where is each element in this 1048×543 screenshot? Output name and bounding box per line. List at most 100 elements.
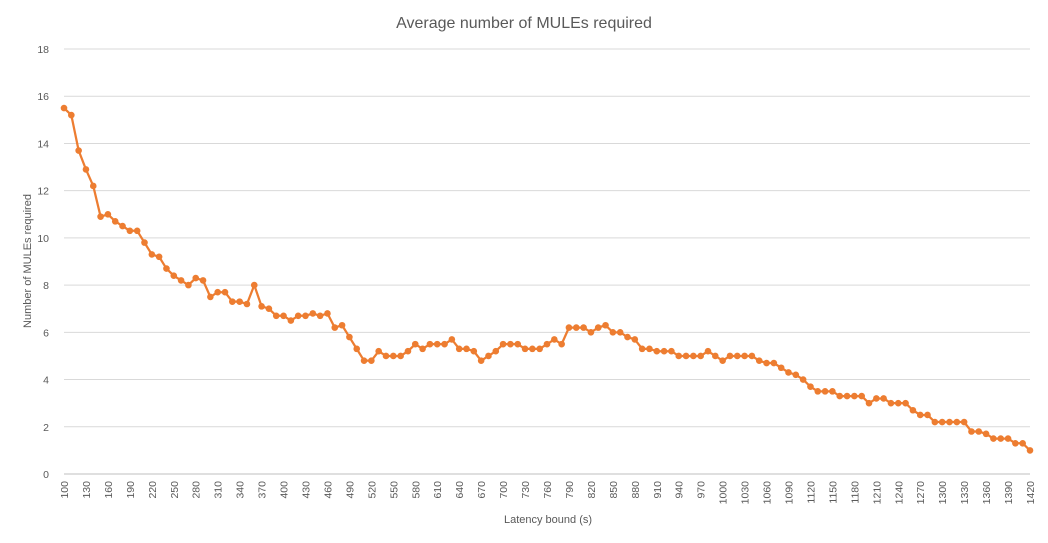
data-point: [243, 300, 251, 308]
x-tick-label: 520: [366, 481, 378, 499]
x-tick-label: 850: [608, 481, 620, 499]
data-point: [880, 395, 887, 402]
data-point: [821, 388, 829, 395]
y-tick-label: 0: [43, 469, 49, 481]
x-tick-label: 310: [213, 481, 225, 499]
data-point: [426, 340, 434, 348]
data-point: [111, 218, 119, 225]
x-tick-label: 1060: [762, 481, 774, 505]
data-point: [287, 317, 295, 324]
data-point: [624, 333, 631, 341]
y-tick-label: 4: [43, 375, 49, 387]
data-point: [602, 321, 609, 329]
data-point: [60, 104, 68, 112]
data-point: [463, 345, 470, 353]
data-point: [455, 345, 463, 353]
x-tick-label: 190: [125, 481, 137, 499]
data-point: [931, 418, 939, 426]
data-point: [697, 352, 704, 360]
data-point: [104, 210, 112, 218]
x-tick-label: 670: [476, 481, 488, 499]
data-point: [448, 336, 456, 343]
data-point: [214, 288, 221, 296]
data-point: [792, 371, 800, 379]
data-point: [236, 298, 243, 305]
data-point: [68, 111, 75, 119]
data-point: [594, 324, 602, 331]
data-point: [829, 388, 836, 395]
data-point: [470, 347, 478, 355]
data-point: [133, 227, 141, 235]
data-point: [75, 147, 82, 154]
data-point: [221, 288, 229, 296]
data-point: [682, 352, 690, 360]
x-tick-label: 1420: [1025, 481, 1037, 505]
grid-lines: [64, 48, 1030, 475]
x-tick-label: 550: [388, 481, 400, 499]
data-point: [119, 222, 126, 230]
x-tick-label: 1300: [937, 481, 949, 505]
data-point: [82, 166, 90, 173]
x-tick-label: 910: [652, 481, 664, 499]
x-tick-label: 1180: [849, 481, 861, 504]
x-tick-label: 640: [454, 481, 466, 499]
data-point: [858, 392, 865, 400]
data-point: [185, 281, 192, 289]
data-point: [353, 345, 361, 353]
data-point: [521, 345, 529, 353]
data-point: [1026, 447, 1034, 454]
data-point: [638, 345, 646, 353]
chart-title: Average number of MULEs required: [396, 15, 652, 32]
data-point: [851, 392, 858, 400]
x-tick-label: 130: [81, 481, 93, 499]
x-tick-label: 1150: [827, 481, 839, 504]
data-point: [755, 357, 763, 364]
x-tick-label: 1360: [981, 481, 993, 505]
data-point: [551, 336, 558, 343]
data-point: [609, 329, 617, 336]
x-tick-label: 100: [59, 481, 71, 499]
data-point: [690, 352, 697, 360]
y-tick-label: 12: [37, 186, 49, 198]
data-point: [990, 435, 997, 442]
x-tick-label: 940: [674, 481, 686, 499]
data-point: [982, 430, 990, 438]
data-point: [997, 435, 1005, 442]
data-point: [916, 411, 924, 419]
data-point: [346, 333, 353, 341]
y-tick-label: 2: [43, 422, 49, 434]
x-tick-label: 730: [520, 481, 532, 499]
data-point: [865, 399, 873, 407]
x-tick-label: 340: [235, 481, 247, 499]
data-point: [924, 411, 931, 419]
x-tick-label: 1270: [915, 481, 927, 505]
x-tick-label: 160: [103, 481, 115, 499]
data-point: [902, 399, 909, 407]
data-point: [536, 345, 543, 353]
data-point: [785, 369, 792, 376]
data-point: [712, 352, 719, 360]
data-point: [1004, 435, 1012, 442]
x-tick-label: 460: [322, 481, 334, 499]
data-point: [272, 312, 280, 320]
data-point: [580, 324, 587, 331]
data-point: [675, 352, 683, 360]
data-point: [309, 310, 317, 317]
data-point: [390, 352, 397, 360]
x-axis-label: Latency bound (s): [504, 514, 592, 526]
data-point: [294, 312, 302, 320]
data-point: [587, 329, 595, 336]
data-point: [382, 352, 390, 360]
data-point: [485, 352, 492, 360]
x-tick-label: 760: [542, 481, 554, 499]
data-point: [360, 357, 368, 364]
x-tick-label: 790: [564, 481, 576, 499]
data-point: [411, 340, 419, 348]
data-point: [514, 340, 522, 348]
x-tick-label: 1030: [740, 481, 752, 505]
data-point: [558, 340, 565, 348]
x-tick-label: 1390: [1003, 481, 1015, 505]
data-point: [543, 340, 551, 348]
